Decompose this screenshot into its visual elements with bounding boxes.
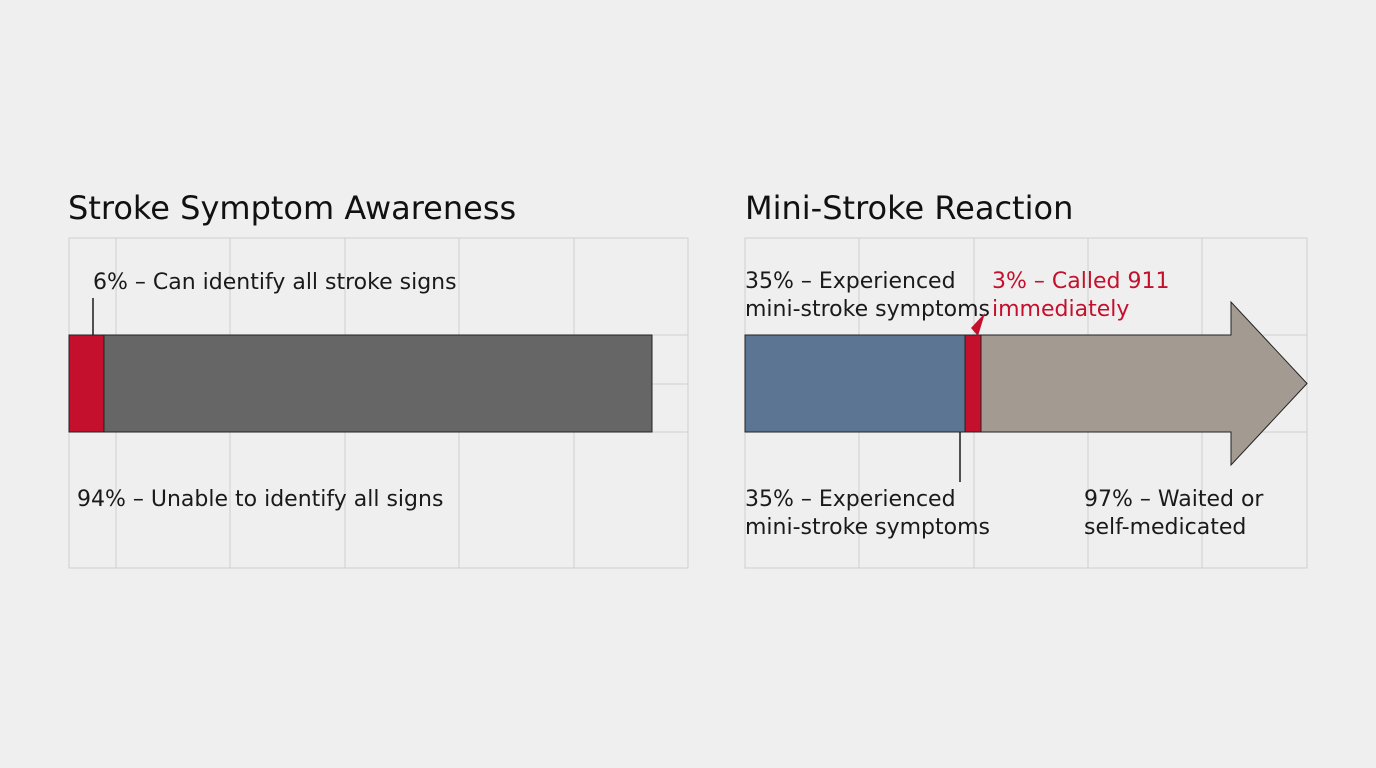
arrow-segment bbox=[980, 300, 1308, 467]
data-label: 94% – Unable to identify all signs bbox=[77, 487, 443, 512]
bar-segment bbox=[103, 334, 653, 433]
chart-awareness: Stroke Symptom Awareness 6% – Can identi… bbox=[68, 189, 689, 569]
pointer-icon bbox=[971, 313, 985, 336]
label-line: 35% – Experienced bbox=[745, 487, 956, 512]
label-line: 97% – Waited or bbox=[1084, 487, 1264, 512]
chart-title: Stroke Symptom Awareness bbox=[68, 189, 516, 227]
label-line: self-medicated bbox=[1084, 515, 1246, 540]
bar-segment bbox=[68, 334, 105, 433]
label-line: mini-stroke symptoms bbox=[745, 515, 990, 540]
bar-segment bbox=[964, 334, 982, 433]
data-label: 35% – Experienced mini-stroke symptoms bbox=[745, 269, 990, 322]
data-label: 6% – Can identify all stroke signs bbox=[93, 270, 457, 295]
label-line: immediately bbox=[992, 297, 1129, 322]
label-line: 3% – Called 911 bbox=[992, 269, 1169, 294]
bars-awareness bbox=[68, 334, 653, 433]
chart-reaction: Mini-Stroke Reaction 35% – Experienced m… bbox=[744, 189, 1308, 569]
label-line: mini-stroke symptoms bbox=[745, 297, 990, 322]
bars-reaction bbox=[744, 300, 1308, 467]
data-label: 35% – Experienced mini-stroke symptoms bbox=[745, 487, 990, 540]
bar-segment bbox=[744, 334, 966, 433]
chart-title: Mini-Stroke Reaction bbox=[745, 189, 1073, 227]
data-label: 3% – Called 911 immediately bbox=[992, 269, 1176, 322]
data-label: 97% – Waited or self-medicated bbox=[1084, 487, 1270, 540]
label-line: 35% – Experienced bbox=[745, 269, 956, 294]
